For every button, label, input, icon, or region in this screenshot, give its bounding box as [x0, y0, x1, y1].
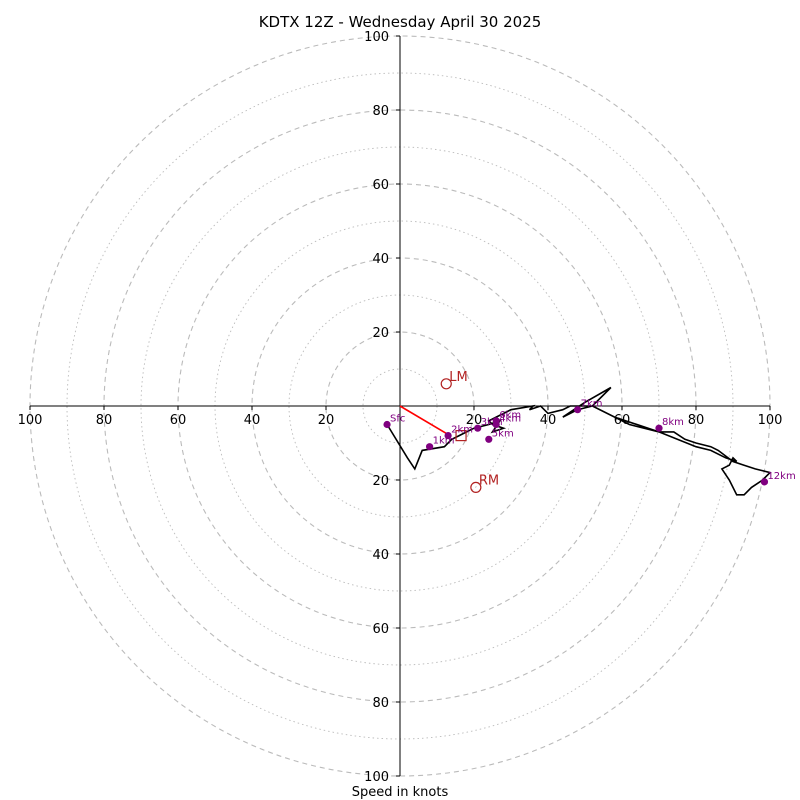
y-tick-label: 40 — [372, 252, 389, 267]
height-marker-point — [383, 420, 391, 429]
x-tick-label: 40 — [244, 413, 261, 428]
height-marker-point — [426, 443, 434, 451]
height-marker-point — [492, 417, 500, 425]
height-marker-label: 3km — [481, 417, 503, 428]
height-marker-label: 7km — [581, 399, 603, 410]
hodograph-trace — [386, 386, 772, 496]
height-marker-label: 6km — [499, 410, 521, 421]
x-tick-label: 100 — [758, 413, 783, 428]
storm-motion-marker — [440, 378, 452, 390]
height-marker-label: 2km — [451, 425, 473, 436]
y-tick-label: 40 — [372, 548, 389, 563]
mean-wind-marker — [455, 430, 467, 442]
x-tick-label: 80 — [96, 413, 113, 428]
y-tick-label: 60 — [372, 178, 389, 193]
chart-title: KDTX 12Z - Wednesday April 30 2025 — [259, 13, 542, 31]
storm-motion-group: LM RM — [440, 370, 499, 493]
height-marker-label: 5km — [492, 428, 514, 439]
height-marker-point — [655, 424, 663, 432]
y-tick-label: 20 — [372, 474, 389, 489]
height-marker-label: 4km — [499, 414, 521, 425]
storm-motion-marker — [470, 481, 482, 493]
height-marker-label: 12km — [767, 471, 795, 482]
x-tick-label: 20 — [466, 413, 483, 428]
y-tick-label: 100 — [364, 770, 389, 785]
x-tick-label: 60 — [170, 413, 187, 428]
axes: 100 80 60 40 20 20 40 60 80 100100806040202040608… — [18, 30, 783, 785]
height-marker-label: 1km — [433, 436, 455, 447]
storm-motion-label: LM — [449, 370, 467, 385]
height-marker-label: Sfc — [390, 414, 405, 425]
y-tick-label: 100 — [364, 30, 389, 45]
hodograph-trace-group — [386, 386, 772, 496]
height-marker-point — [574, 406, 582, 414]
mean-wind-vector — [399, 405, 451, 437]
y-tick-label: 60 — [372, 622, 389, 637]
height-marker-point — [474, 424, 482, 432]
x-tick-label: 80 — [688, 413, 705, 428]
x-tick-label: 20 — [318, 413, 335, 428]
x-tick-label: 40 — [540, 413, 557, 428]
x-axis-label: Speed in knots — [352, 785, 449, 800]
height-marker-label: 8km — [662, 417, 684, 428]
height-marker-point — [760, 478, 769, 486]
y-tick-label: 20 — [372, 326, 389, 341]
y-tick-label: 80 — [372, 104, 389, 119]
storm-motion-label: RM — [479, 473, 499, 488]
height-marker-point — [444, 432, 452, 440]
x-tick-label: 100 — [18, 413, 43, 428]
y-tick-label: 80 — [372, 696, 389, 711]
height-marker-point — [485, 435, 493, 443]
